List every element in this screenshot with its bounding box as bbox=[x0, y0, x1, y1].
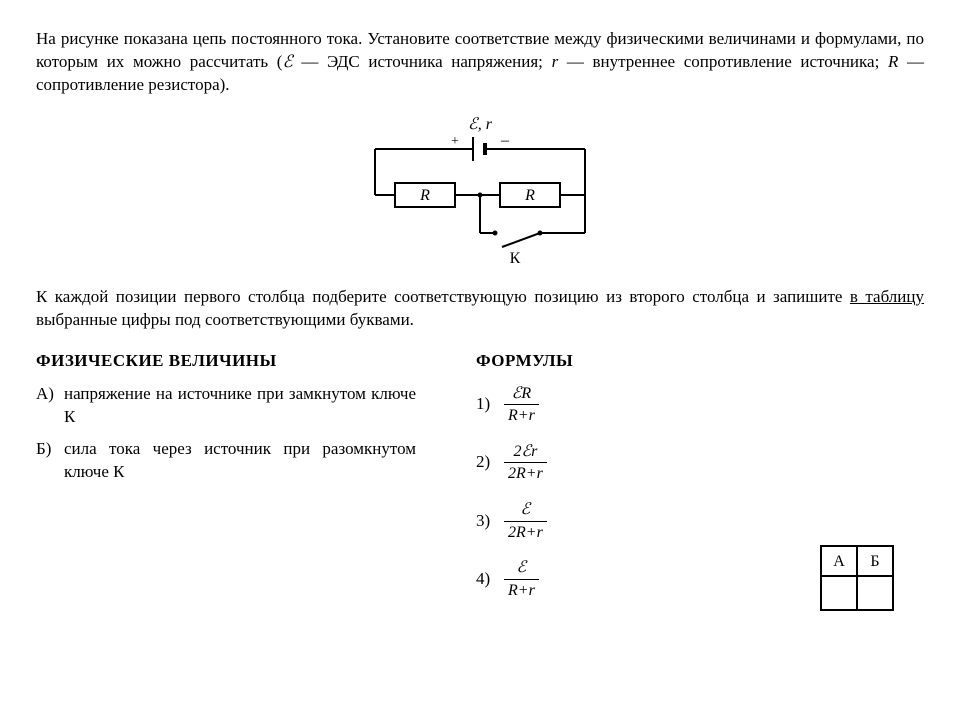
left-column: ФИЗИЧЕСКИЕ ВЕЛИЧИНЫ А) напряжение на ист… bbox=[36, 350, 416, 616]
resistor-label-1: R bbox=[419, 187, 430, 204]
formula-fraction: ℰ R+r bbox=[504, 557, 539, 601]
minus-label: – bbox=[500, 132, 510, 149]
formula-fraction: ℰ 2R+r bbox=[504, 499, 547, 543]
formula-row: 2) 2ℰr 2R+r bbox=[476, 441, 924, 485]
answer-header-b: Б bbox=[857, 546, 893, 576]
fraction-numerator: ℰ bbox=[504, 557, 539, 580]
intro-paragraph: На рисунке показана цепь постоянного ток… bbox=[36, 28, 924, 97]
formula-fraction: 2ℰr 2R+r bbox=[504, 441, 547, 485]
fraction-denominator: 2R+r bbox=[504, 463, 547, 485]
item-text: сила тока через источник при разомкнутом… bbox=[64, 438, 416, 484]
intro-text-3: — внутреннее сопротивление источника; bbox=[558, 52, 888, 71]
answer-header-a: А bbox=[821, 546, 857, 576]
right-heading: ФОРМУЛЫ bbox=[476, 350, 924, 373]
fraction-denominator: 2R+r bbox=[504, 522, 547, 544]
fraction-denominator: R+r bbox=[504, 580, 539, 602]
item-text: напряжение на источнике при замкнутом кл… bbox=[64, 383, 416, 429]
fraction-numerator: 2ℰr bbox=[504, 441, 547, 464]
answer-table: А Б bbox=[820, 545, 894, 611]
fraction-numerator: ℰR bbox=[504, 383, 539, 406]
circuit-diagram: ℰ, r + – R R К bbox=[36, 115, 924, 272]
formula-number: 2) bbox=[476, 451, 504, 474]
formula-number: 1) bbox=[476, 393, 504, 416]
list-item: А) напряжение на источнике при замкнутом… bbox=[36, 383, 416, 429]
list-item: Б) сила тока через источник при разомкну… bbox=[36, 438, 416, 484]
answer-cell-b[interactable] bbox=[857, 576, 893, 610]
left-heading: ФИЗИЧЕСКИЕ ВЕЛИЧИНЫ bbox=[36, 350, 416, 373]
formula-row: 3) ℰ 2R+r bbox=[476, 499, 924, 543]
item-label: А) bbox=[36, 383, 64, 429]
instruction-underline: в таблицу bbox=[850, 287, 924, 306]
R-symbol: R bbox=[888, 52, 898, 71]
circuit-top-label: ℰ, r bbox=[468, 116, 493, 133]
intro-text-2: — ЭДС источника напряжения; bbox=[293, 52, 552, 71]
fraction-denominator: R+r bbox=[504, 405, 539, 427]
formula-number: 4) bbox=[476, 568, 504, 591]
right-column: ФОРМУЛЫ 1) ℰR R+r 2) 2ℰr 2R+r 3) ℰ 2R+r … bbox=[476, 350, 924, 616]
fraction-numerator: ℰ bbox=[504, 499, 547, 522]
formula-row: 1) ℰR R+r bbox=[476, 383, 924, 427]
switch-label: К bbox=[510, 250, 521, 265]
instruction-text-2: выбранные цифры под соответствующими бук… bbox=[36, 310, 414, 329]
instruction-paragraph: К каждой позиции первого столбца подбери… bbox=[36, 286, 924, 332]
plus-label: + bbox=[451, 134, 459, 149]
resistor-label-2: R bbox=[524, 187, 535, 204]
instruction-text-1: К каждой позиции первого столбца подбери… bbox=[36, 287, 850, 306]
emf-symbol: ℰ bbox=[282, 52, 292, 71]
item-label: Б) bbox=[36, 438, 64, 484]
answer-cell-a[interactable] bbox=[821, 576, 857, 610]
formula-number: 3) bbox=[476, 510, 504, 533]
formula-fraction: ℰR R+r bbox=[504, 383, 539, 427]
